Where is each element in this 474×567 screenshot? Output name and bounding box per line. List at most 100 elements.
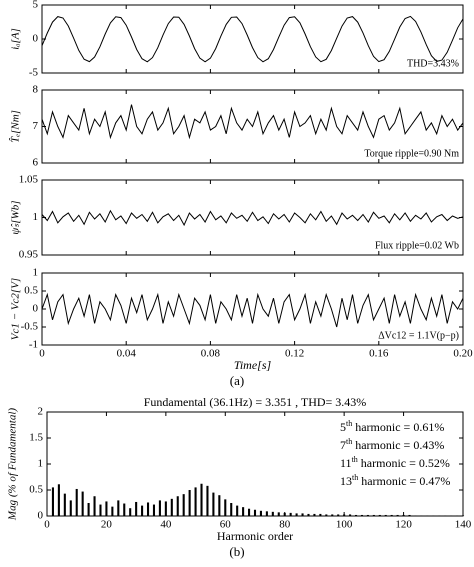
bar xyxy=(146,502,150,516)
bar xyxy=(242,507,245,516)
bar xyxy=(390,514,393,516)
bar xyxy=(158,500,161,516)
bar xyxy=(105,501,108,516)
bar xyxy=(319,513,322,516)
harmonic-suffix: th xyxy=(352,455,358,464)
chart-title: Fundamental (36.1Hz) = 3.351 , THD= 3.43… xyxy=(144,395,367,409)
plot-frame xyxy=(41,4,464,74)
y-axis-label: Vc1 − Vc2[V] xyxy=(10,278,22,340)
annotation: ΔVc12 = 1.1V(p−p) xyxy=(378,330,459,341)
bar xyxy=(236,505,239,516)
x-tick-label: 20 xyxy=(101,519,113,531)
bar xyxy=(99,504,102,516)
y-tick-label: 0.5 xyxy=(29,484,43,496)
annotation: THD=3.43% xyxy=(407,58,459,69)
y-tick-label: -1 xyxy=(29,339,38,351)
bar xyxy=(93,496,96,516)
bar xyxy=(444,515,447,516)
bar xyxy=(176,496,179,516)
bar xyxy=(343,514,346,516)
y-tick-label: 1.5 xyxy=(29,432,43,444)
bar xyxy=(164,501,167,516)
bar xyxy=(271,511,274,516)
bar xyxy=(129,508,132,516)
x-tick-label: 0.12 xyxy=(285,348,304,360)
bar xyxy=(182,494,185,516)
bar xyxy=(123,503,126,516)
series-line xyxy=(41,15,464,63)
bar xyxy=(414,515,417,516)
x-tick-label: 0 xyxy=(39,348,45,360)
x-tick-label: 40 xyxy=(160,519,172,531)
bar xyxy=(283,512,286,516)
x-tick-label: 100 xyxy=(336,519,353,531)
harmonic-suffix: th xyxy=(346,419,352,428)
bar xyxy=(69,500,72,516)
x-tick-label: 0.08 xyxy=(201,348,221,360)
x-tick-label: 0.16 xyxy=(369,348,389,360)
series-line xyxy=(41,104,464,140)
y-tick-label: 8 xyxy=(33,84,39,96)
y-tick-label: 0 xyxy=(33,303,39,315)
bar xyxy=(396,514,399,516)
y-tick-label: -0.5 xyxy=(21,321,39,333)
bar xyxy=(81,491,84,516)
bar xyxy=(360,514,364,516)
y-tick-label: 0 xyxy=(33,33,39,45)
y-tick-label: 1 xyxy=(38,458,44,470)
x-axis-label: Harmonic order xyxy=(217,529,293,543)
bar xyxy=(301,513,304,516)
series-line xyxy=(41,209,464,227)
bar xyxy=(248,508,251,516)
y-tick-label: 1 xyxy=(33,211,39,223)
bar xyxy=(135,501,138,516)
bar xyxy=(289,512,292,516)
harmonic-text: harmonic = 0.52% xyxy=(358,456,450,470)
y-tick-label: -5 xyxy=(29,67,39,79)
bar xyxy=(337,514,340,516)
x-tick-label: 120 xyxy=(395,519,412,531)
x-tick-label: 0.20 xyxy=(453,348,473,360)
harmonic-note: 11th harmonic = 0.52% xyxy=(340,455,450,470)
y-axis-label: T̂ₑ[Nm] xyxy=(9,110,22,143)
harmonic-note: 13th harmonic = 0.47% xyxy=(340,473,450,488)
bar xyxy=(265,511,268,516)
bar xyxy=(313,513,316,516)
bar xyxy=(218,495,221,516)
bar xyxy=(230,503,233,516)
harmonic-order: 11 xyxy=(340,456,352,470)
bar xyxy=(111,506,114,516)
bar xyxy=(384,514,387,516)
x-tick-label: 140 xyxy=(455,519,472,531)
bar xyxy=(307,513,310,516)
x-tick-label: 60 xyxy=(220,519,232,531)
x-axis-label: Time[s] xyxy=(234,358,272,372)
bar xyxy=(224,499,227,516)
harmonic-suffix: th xyxy=(346,437,352,446)
bar xyxy=(51,487,54,516)
bar xyxy=(57,484,60,516)
y-tick-label: 0.5 xyxy=(24,285,38,297)
y-tick-label: 5 xyxy=(33,0,39,11)
y-tick-label: 0 xyxy=(38,510,44,522)
annotation: Flux ripple=0.02 Wb xyxy=(375,240,459,251)
harmonic-text: harmonic = 0.43% xyxy=(352,438,444,452)
harmonic-order: 13 xyxy=(340,474,352,488)
bar xyxy=(212,492,215,516)
harmonic-order: 5 xyxy=(340,420,346,434)
annotation: Torque ripple=0.90 Nm xyxy=(364,148,459,159)
harmonic-text: harmonic = 0.47% xyxy=(358,474,450,488)
bar xyxy=(253,509,257,516)
bar xyxy=(450,515,453,516)
bar xyxy=(295,513,298,516)
bar xyxy=(152,504,156,516)
bar xyxy=(438,515,441,516)
bar xyxy=(63,493,66,516)
bar xyxy=(75,488,78,516)
caption: (b) xyxy=(229,544,244,559)
bar xyxy=(200,483,203,516)
bar xyxy=(87,503,90,516)
bar xyxy=(325,514,328,516)
y-axis-label: iₐ[A] xyxy=(10,28,22,50)
